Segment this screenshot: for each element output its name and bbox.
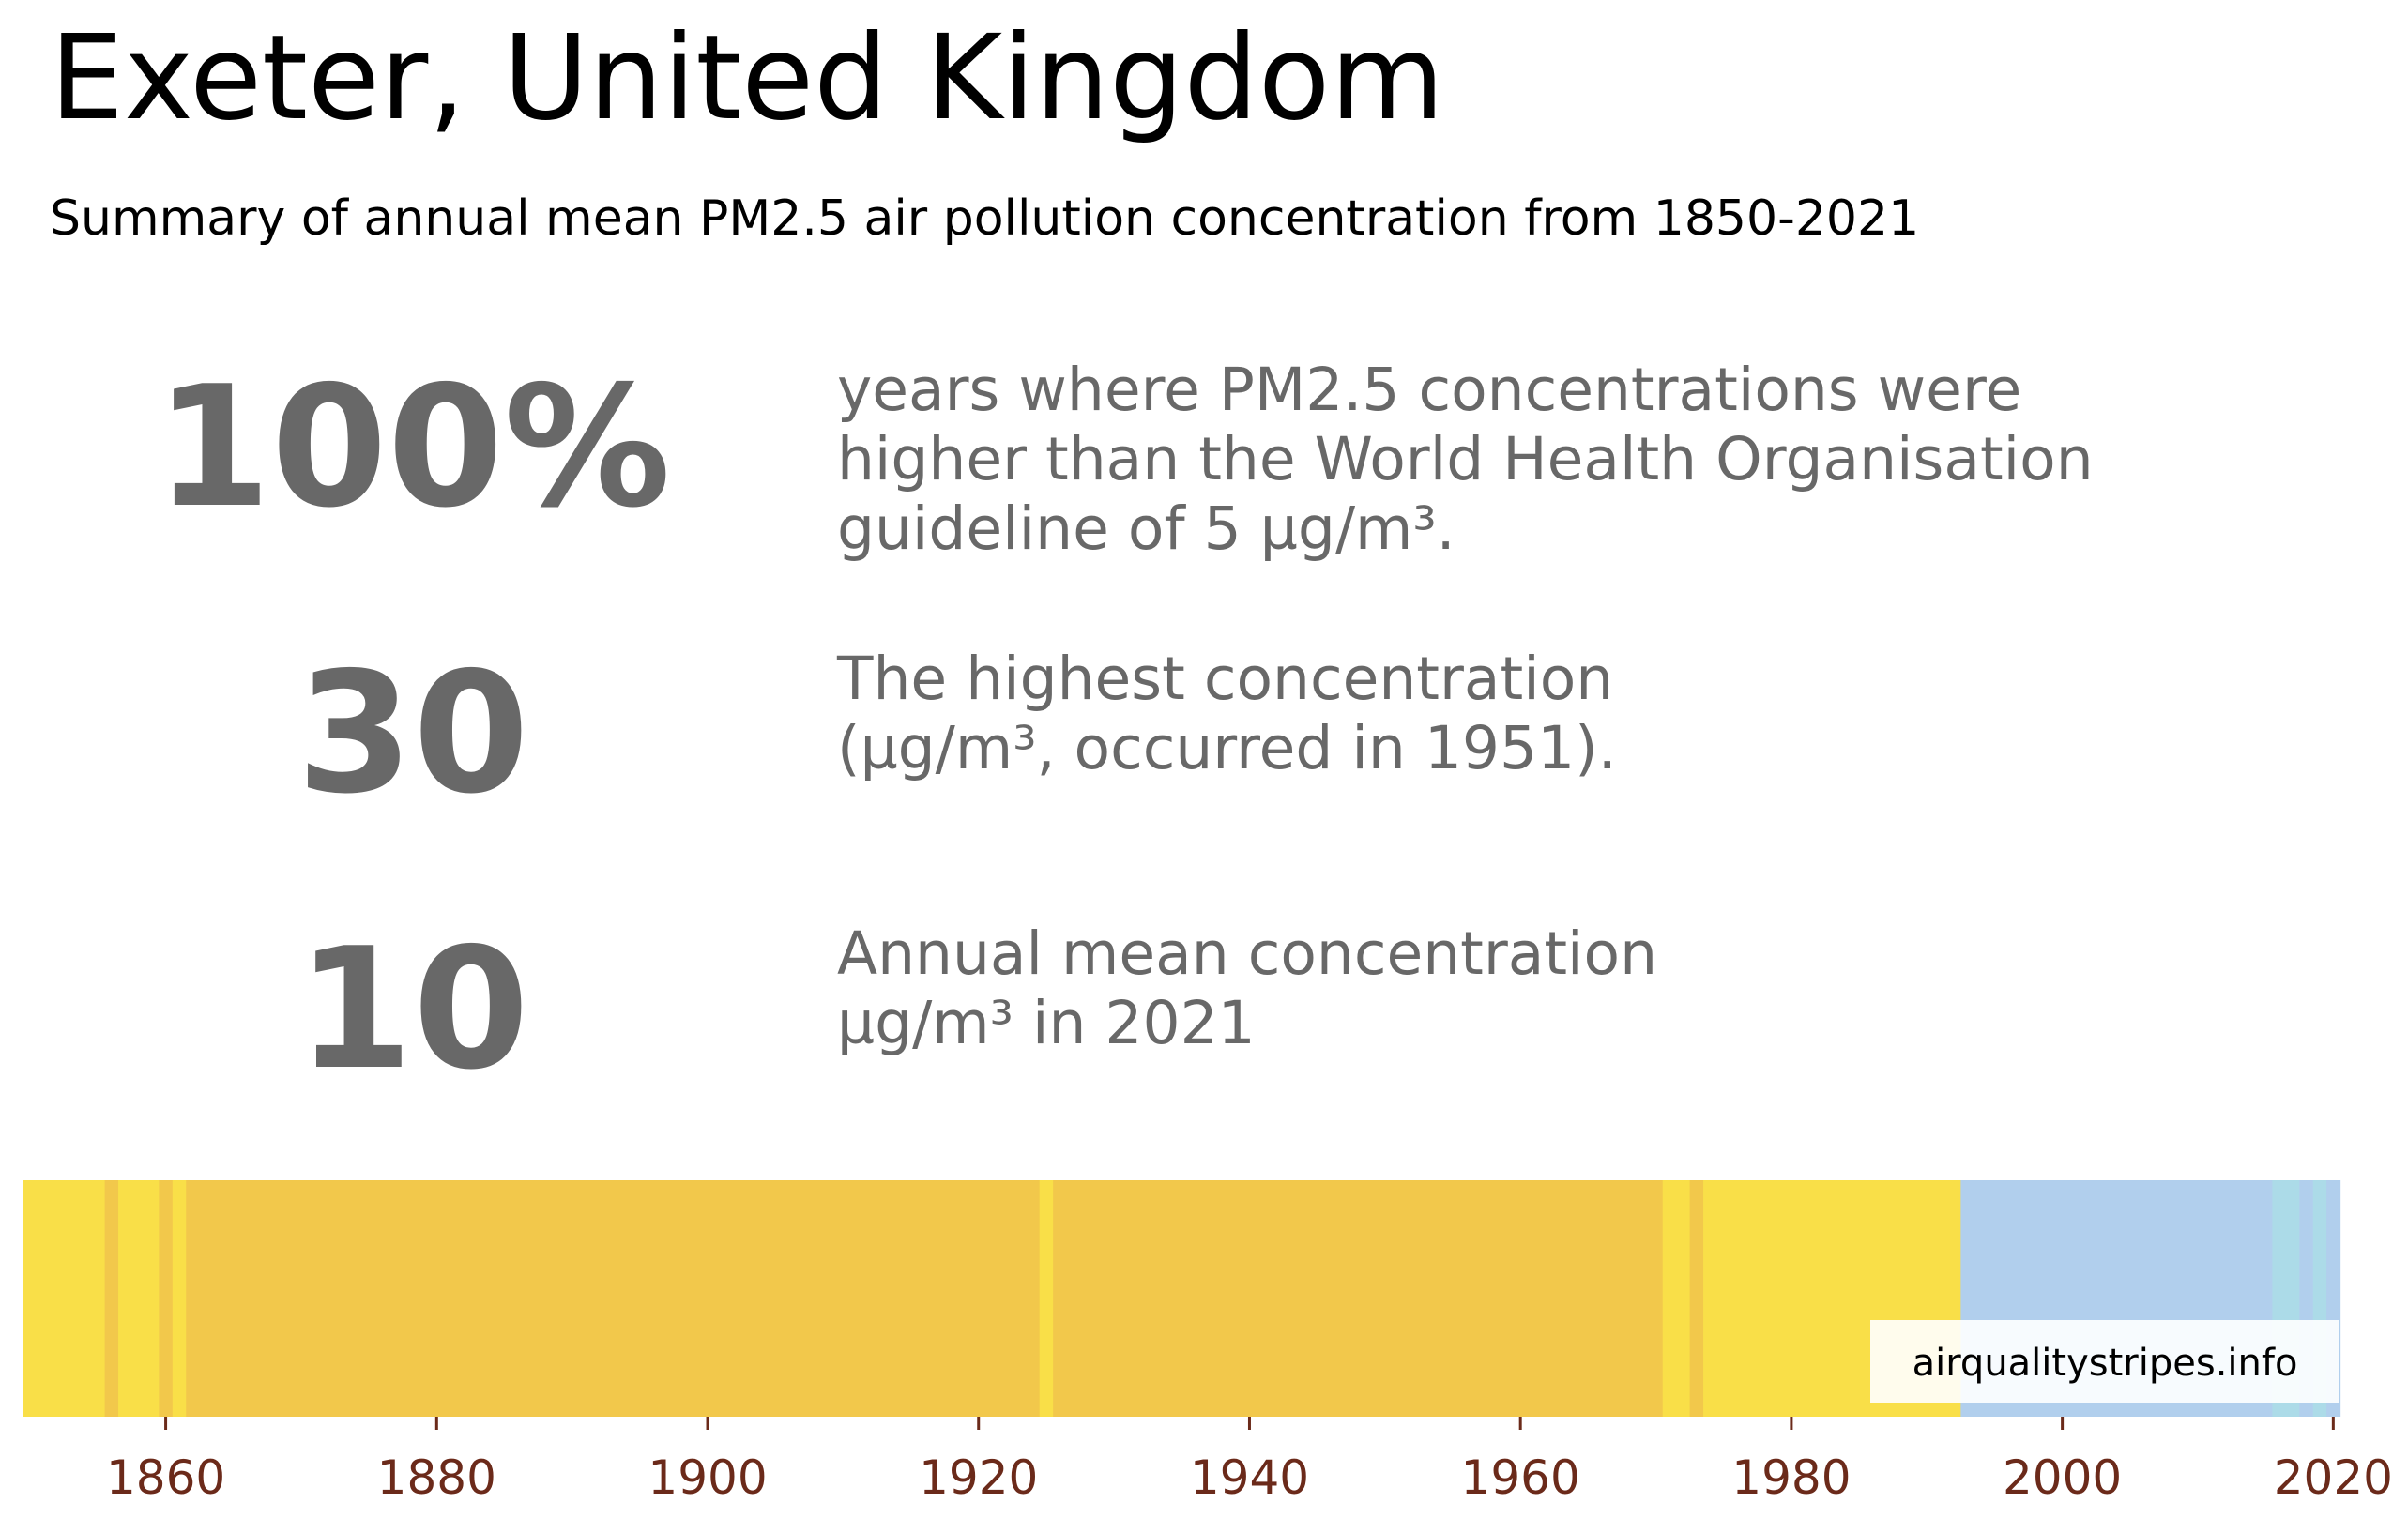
stat-current-line: µg/m³ in 2021 (837, 989, 1256, 1057)
stat-exceedance-line: years where PM2.5 concentrations were (837, 356, 2022, 424)
page-subtitle: Summary of annual mean PM2.5 air polluti… (50, 190, 1920, 247)
x-tick-label: 2020 (2274, 1450, 2393, 1505)
stripe-segment (104, 1180, 119, 1417)
stripe-segment (118, 1180, 160, 1417)
stat-highest-value: 30 (297, 636, 529, 830)
x-axis: 1860 1880 1900 1920 1940 1960 1980 2000 2020 (106, 1417, 2393, 1505)
watermark-text: airqualitystripes.info (1913, 1342, 2298, 1385)
stripe-segment (172, 1180, 187, 1417)
stat-current-description: Annual mean concentration µg/m³ in 2021 (837, 919, 1657, 1058)
x-tick-label: 1920 (919, 1450, 1038, 1505)
stripe-segment (186, 1180, 1041, 1417)
watermark-background (1870, 1320, 2339, 1403)
x-tick-label: 1940 (1190, 1450, 1309, 1505)
stat-current-value: 10 (297, 912, 529, 1106)
stripe-segment (1662, 1180, 1691, 1417)
watermark: airqualitystripes.info (1870, 1320, 2339, 1403)
x-tick-label: 1960 (1461, 1450, 1580, 1505)
x-tick-label: 1880 (377, 1450, 496, 1505)
stat-exceedance-value: 100% (155, 350, 671, 544)
stat-highest-line: (µg/m³, occurred in 1951). (837, 714, 1617, 782)
stat-highest-line: The highest concentration (837, 645, 1614, 713)
stat-exceedance-line: guideline of 5 µg/m³. (837, 494, 1455, 563)
stat-highest-description: The highest concentration (µg/m³, occurr… (837, 645, 1617, 783)
stripe-segment (159, 1180, 174, 1417)
stat-current-line: Annual mean concentration (837, 919, 1658, 988)
x-tick-label: 2000 (2003, 1450, 2122, 1505)
x-tick-label: 1900 (648, 1450, 767, 1505)
stripe-segment (1689, 1180, 1704, 1417)
x-tick-label: 1860 (106, 1450, 225, 1505)
x-tick-label: 1980 (1731, 1450, 1851, 1505)
stripe-segment (1053, 1180, 1664, 1417)
page-title: Exeter, United Kingdom (50, 10, 1445, 146)
stripe-segment (23, 1180, 106, 1417)
stripe-segment (1039, 1180, 1054, 1417)
stat-exceedance-description: years where PM2.5 concentrations were hi… (837, 356, 2094, 564)
stat-exceedance-line: higher than the World Health Organisatio… (837, 425, 2094, 493)
